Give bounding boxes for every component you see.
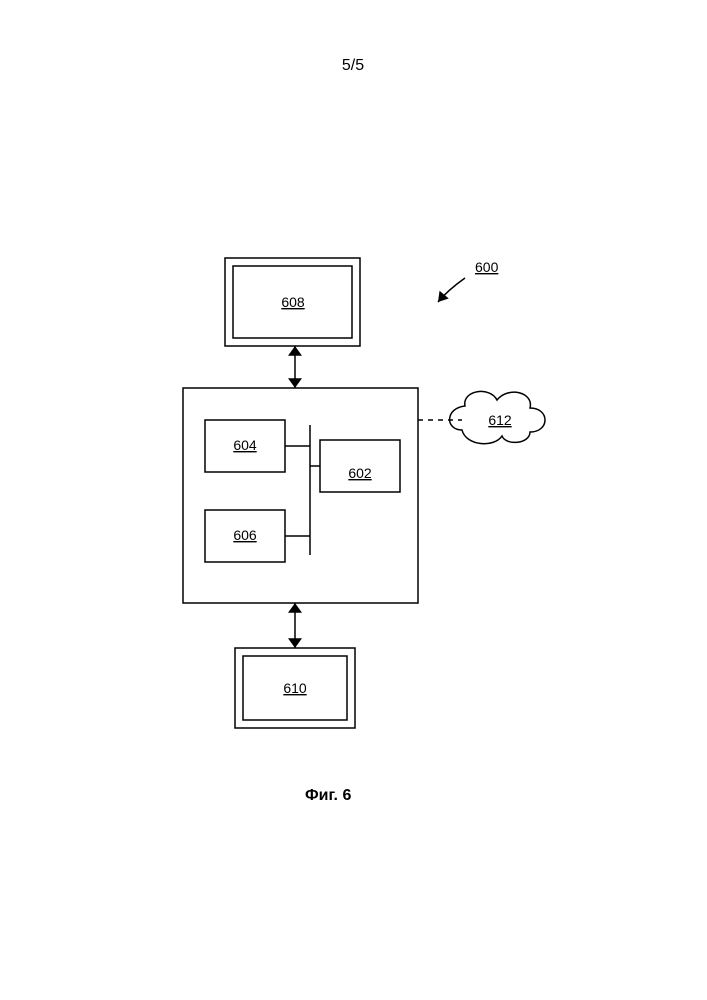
cloud-label: 612	[488, 412, 512, 428]
connector-top-head-down	[288, 378, 302, 388]
figure-caption: Фиг. 6	[305, 787, 351, 804]
display-bottom-label: 610	[283, 680, 307, 696]
display-top-label: 608	[281, 294, 305, 310]
ref-label-600: 600	[475, 259, 499, 275]
label-604: 604	[233, 437, 257, 453]
connector-bottom-head-down	[288, 638, 302, 648]
connector-bottom-head-up	[288, 603, 302, 613]
label-606: 606	[233, 527, 257, 543]
connector-top-head-up	[288, 346, 302, 356]
label-602: 602	[348, 465, 372, 481]
page-number: 5/5	[342, 57, 364, 74]
